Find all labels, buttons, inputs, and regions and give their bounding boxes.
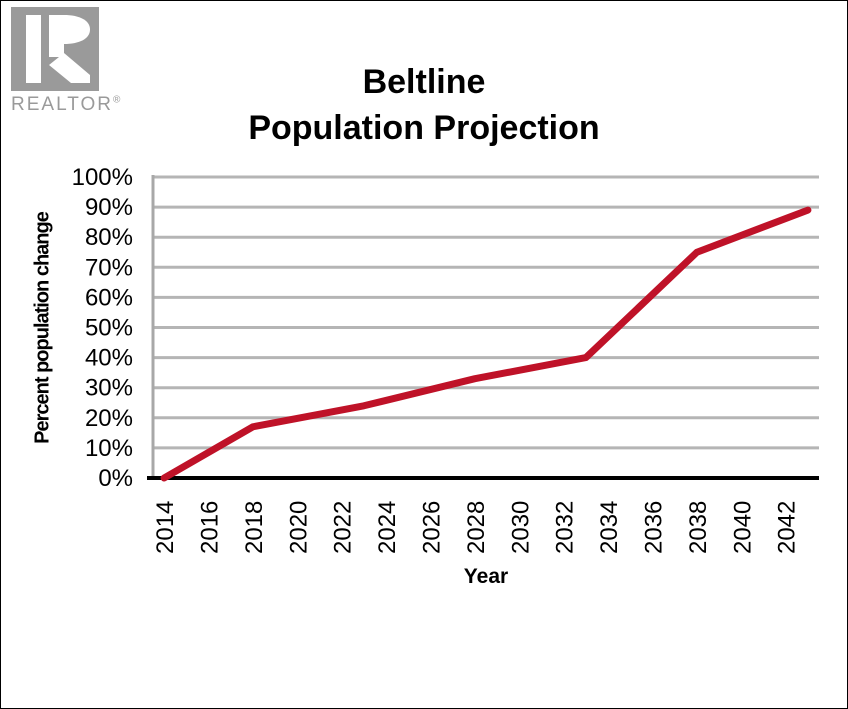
x-tick-label: 2016 [197, 501, 224, 554]
x-tick-label: 2040 [729, 501, 756, 554]
x-tick-label: 2028 [463, 501, 490, 554]
y-tick-label: 70% [85, 254, 133, 281]
x-tick-label: 2018 [241, 501, 268, 554]
x-tick-label: 2042 [774, 501, 801, 554]
y-tick-label: 80% [85, 224, 133, 251]
x-tick-label: 2038 [685, 501, 712, 554]
logo-r-bar [26, 15, 41, 83]
y-tick-label: 50% [85, 315, 133, 342]
chart-title-line2: Population Projection [248, 109, 600, 147]
realtor-logo-text: REALTOR® [11, 94, 121, 116]
series-line [160, 206, 812, 482]
chart-title: Beltline Population Projection [1, 59, 847, 151]
x-tick-label: 2034 [596, 501, 623, 554]
logo-r-bowl [64, 15, 90, 44]
realtor-wordmark: REALTOR [11, 94, 113, 115]
logo-r-stem [49, 15, 64, 57]
logo-r-leg [49, 53, 90, 83]
x-tick-label: 2026 [419, 501, 446, 554]
y-tick-label: 100% [72, 164, 133, 191]
y-tick-label: 0% [98, 465, 133, 492]
y-tick-label: 90% [85, 194, 133, 221]
x-tick-label: 2036 [641, 501, 668, 554]
y-tick-label: 10% [85, 435, 133, 462]
chart-title-line1: Beltline [362, 63, 486, 101]
x-tick-label: 2030 [507, 501, 534, 554]
registered-mark: ® [113, 94, 121, 106]
y-tick-label: 60% [85, 284, 133, 311]
y-tick-label: 30% [85, 375, 133, 402]
x-tick-label: 2024 [374, 501, 401, 554]
y-tick-label: 40% [85, 345, 133, 372]
x-tick-label: 2014 [152, 501, 179, 554]
x-tick-label: 2020 [285, 501, 312, 554]
x-axis-title: Year [463, 565, 509, 588]
y-tick-label: 20% [85, 405, 133, 432]
realtor-logo: REALTOR® [11, 7, 121, 116]
x-tick-label: 2032 [552, 501, 579, 554]
realtor-logo-icon [11, 7, 99, 91]
x-tick-label: 2022 [330, 501, 357, 554]
